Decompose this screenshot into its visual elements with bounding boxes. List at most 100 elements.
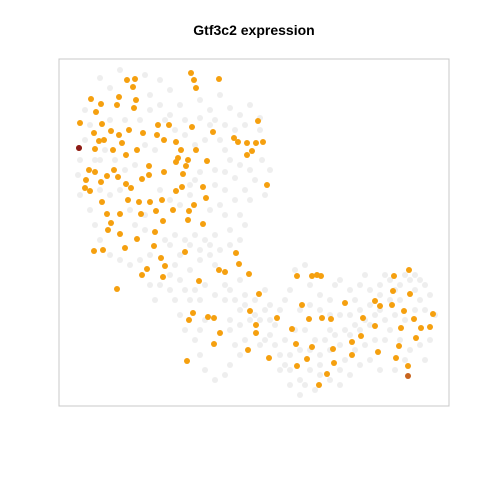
background-cell-point [137,117,143,123]
background-cell-point [227,327,233,333]
background-cell-point [262,192,268,198]
expressing-cell-point [88,96,94,102]
background-cell-point [197,247,203,253]
expressing-cell-point [245,347,251,353]
background-cell-point [102,147,108,153]
background-cell-point [167,287,173,293]
background-cell-point [177,202,183,208]
background-cell-point [227,242,233,248]
background-cell-point [237,307,243,313]
expressing-cell-point [186,317,192,323]
expressing-cell-point [76,145,82,151]
background-cell-point [297,307,303,313]
background-cell-point [357,282,363,288]
background-cell-point [142,72,148,78]
background-cell-point [427,337,433,343]
expressing-cell-point [266,355,272,361]
background-cell-point [272,342,278,348]
background-cell-point [75,172,81,178]
background-cell-point [402,272,408,278]
expressing-cell-point [264,182,270,188]
background-cell-point [182,327,188,333]
expressing-cell-point [407,291,413,297]
expressing-cell-point [360,315,366,321]
background-cell-point [222,187,228,193]
background-cell-point [152,147,158,153]
expressing-cell-point [96,138,102,144]
background-cell-point [227,157,233,163]
background-cell-point [337,342,343,348]
expressing-cell-point [191,77,197,83]
background-cell-point [397,282,403,288]
background-cell-point [142,227,148,233]
background-cell-point [352,347,358,353]
background-cell-point [317,362,323,368]
expressing-cell-point [191,202,197,208]
expressing-cell-point [200,221,206,227]
expressing-cell-point [393,355,399,361]
expressing-cell-point [87,188,93,194]
background-cell-point [392,312,398,318]
background-cell-point [192,177,198,183]
background-cell-point [227,287,233,293]
background-cell-point [157,102,163,108]
expressing-cell-point [189,124,195,130]
background-cell-point [372,337,378,343]
expressing-cell-point [430,311,436,317]
expressing-cell-point [294,273,300,279]
expressing-cell-point [162,263,168,269]
background-cell-point [337,312,343,318]
background-cell-point [252,312,258,318]
background-cell-point [222,212,228,218]
background-cell-point [192,142,198,148]
background-cell-point [382,337,388,343]
background-cell-point [232,297,238,303]
background-cell-point [242,302,248,308]
background-cell-point [277,352,283,358]
background-cell-point [177,252,183,258]
background-cell-point [352,322,358,328]
background-cell-point [392,367,398,373]
background-cell-point [212,117,218,123]
expressing-cell-point [289,326,295,332]
expressing-cell-point [377,303,383,309]
background-cell-point [412,307,418,313]
background-cell-point [397,337,403,343]
expressing-cell-point [185,157,191,163]
background-cell-point [227,317,233,323]
background-cell-point [357,362,363,368]
background-cell-point [242,337,248,343]
expressing-cell-point [179,184,185,190]
background-cell-point [207,107,213,113]
background-cell-point [167,272,173,278]
background-cell-point [302,262,308,268]
expressing-cell-point [319,315,325,321]
expressing-cell-point [108,220,114,226]
background-cell-point [282,297,288,303]
background-cell-point [387,297,393,303]
background-cell-point [317,292,323,298]
expressing-cell-point [210,129,216,135]
background-cell-point [342,327,348,333]
background-cell-point [347,287,353,293]
expressing-cell-point [140,130,146,136]
expressing-cell-point [99,199,105,205]
expressing-cell-point [131,105,137,111]
background-cell-point [262,307,268,313]
background-cell-point [82,107,88,113]
expressing-cell-point [260,139,266,145]
expressing-cell-point [136,199,142,205]
expressing-cell-point [124,77,130,83]
background-cell-point [277,307,283,313]
background-cell-point [297,392,303,398]
background-cell-point [167,112,173,118]
background-cell-point [112,157,118,163]
background-cell-point [367,302,373,308]
background-cell-point [237,352,243,358]
background-cell-point [237,162,243,168]
expressing-cell-point [93,109,99,115]
background-cell-point [367,357,373,363]
expressing-cell-point [235,139,241,145]
background-cell-point [332,332,338,338]
background-cell-point [272,322,278,328]
